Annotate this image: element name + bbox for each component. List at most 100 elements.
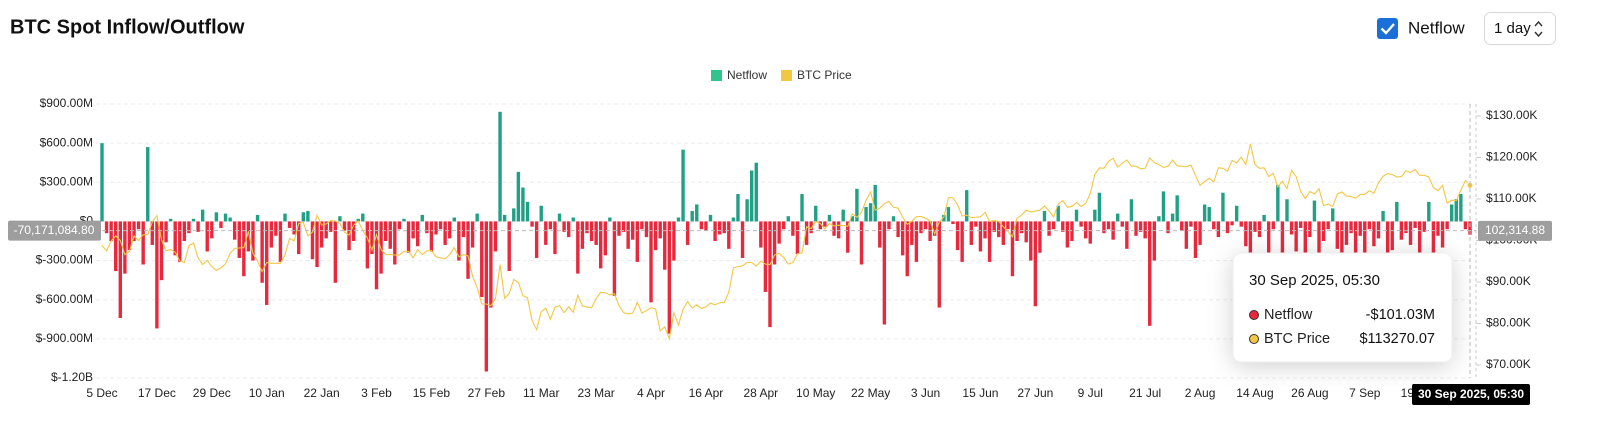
bar — [1285, 199, 1289, 222]
bar — [1193, 221, 1198, 258]
x-tick-label: 17 Dec — [138, 386, 176, 400]
x-tick-label: 29 Dec — [193, 386, 231, 400]
bar — [1061, 221, 1065, 232]
bar — [644, 221, 649, 238]
bar — [594, 221, 598, 245]
select-box[interactable] — [1484, 12, 1556, 45]
bar — [342, 221, 347, 231]
x-tick-label: 2 Aug — [1185, 386, 1216, 400]
bar — [1422, 221, 1426, 232]
bar — [896, 221, 900, 238]
bar — [814, 205, 818, 222]
bar — [987, 221, 992, 262]
bar — [178, 221, 182, 262]
bar — [406, 221, 411, 253]
bar — [832, 221, 836, 236]
bar — [873, 184, 877, 222]
bar — [1353, 221, 1358, 255]
bar — [301, 212, 306, 222]
bar — [640, 221, 644, 230]
tooltip-value: $113270.07 — [1359, 331, 1435, 347]
bar — [727, 221, 731, 249]
bar — [955, 221, 960, 251]
y2-tick-label: $90.00K — [1486, 274, 1531, 288]
bar — [1367, 221, 1372, 230]
bar — [827, 214, 832, 222]
bar — [731, 217, 736, 222]
bar — [512, 208, 516, 222]
bar — [974, 221, 978, 227]
bar — [544, 221, 548, 245]
select-arrows — [1534, 20, 1543, 38]
bar — [324, 221, 328, 239]
crosshair-x-box — [1412, 384, 1530, 405]
bar — [164, 221, 168, 243]
bar — [1184, 221, 1189, 249]
tooltip-name: Netflow — [1264, 307, 1313, 323]
bar — [223, 213, 228, 222]
bar — [763, 221, 768, 292]
bar — [457, 221, 461, 261]
bar — [635, 221, 640, 262]
bar — [516, 171, 521, 222]
bar — [365, 221, 370, 269]
bar — [745, 199, 749, 222]
bar — [219, 221, 223, 228]
bar — [1088, 221, 1092, 244]
x-tick-label: 15 Feb — [413, 386, 451, 400]
bar — [1175, 195, 1179, 222]
x-tick-label: 7 Sep — [1349, 386, 1381, 400]
bar — [1440, 221, 1445, 248]
netflow-toggle[interactable]: Netflow — [1377, 18, 1465, 39]
bar — [283, 213, 287, 222]
bar — [306, 210, 310, 222]
bar — [983, 221, 987, 239]
bar — [685, 221, 690, 245]
bar — [1097, 192, 1102, 222]
x-tick-label: 27 Jun — [1017, 386, 1053, 400]
legend-swatch — [711, 70, 722, 81]
bar — [507, 221, 511, 272]
bar — [836, 221, 841, 239]
bar — [1271, 221, 1275, 230]
bar — [818, 221, 823, 230]
x-tick-label: 9 Jul — [1078, 386, 1103, 400]
bar — [1276, 184, 1280, 222]
bar — [443, 221, 447, 245]
bar — [571, 217, 575, 222]
bar — [557, 213, 562, 222]
bar — [978, 221, 983, 252]
interval-select[interactable]: 1 day — [1484, 12, 1556, 45]
bar — [1083, 221, 1088, 239]
bar — [1120, 221, 1124, 227]
y2-tick-label: $130.00K — [1486, 108, 1537, 122]
x-tick-label: 28 Apr — [743, 386, 778, 400]
bar — [251, 221, 255, 261]
bar — [548, 221, 553, 230]
select-value[interactable]: 1 day — [1494, 20, 1531, 37]
bar — [1148, 221, 1152, 326]
bar — [1216, 221, 1221, 238]
bar — [786, 216, 790, 222]
bar — [923, 221, 928, 230]
x-tick-label: 26 Aug — [1291, 386, 1328, 400]
x-tick-label: 16 Apr — [689, 386, 724, 400]
bar — [1006, 221, 1010, 230]
bar — [1248, 221, 1253, 253]
y2-tick-label: $120.00K — [1486, 150, 1537, 164]
bar — [383, 221, 388, 241]
bar — [649, 221, 653, 303]
bar — [777, 221, 781, 244]
bar — [717, 221, 722, 235]
bar — [1001, 221, 1006, 245]
bar — [434, 221, 438, 235]
bar — [914, 221, 919, 262]
bar — [740, 221, 745, 258]
toggle-label[interactable]: Netflow — [1408, 18, 1465, 37]
bar — [759, 221, 763, 248]
bar — [1019, 221, 1024, 234]
bar — [1015, 221, 1019, 241]
bar — [1161, 191, 1166, 222]
bar — [800, 194, 804, 222]
checkbox[interactable] — [1377, 18, 1398, 39]
